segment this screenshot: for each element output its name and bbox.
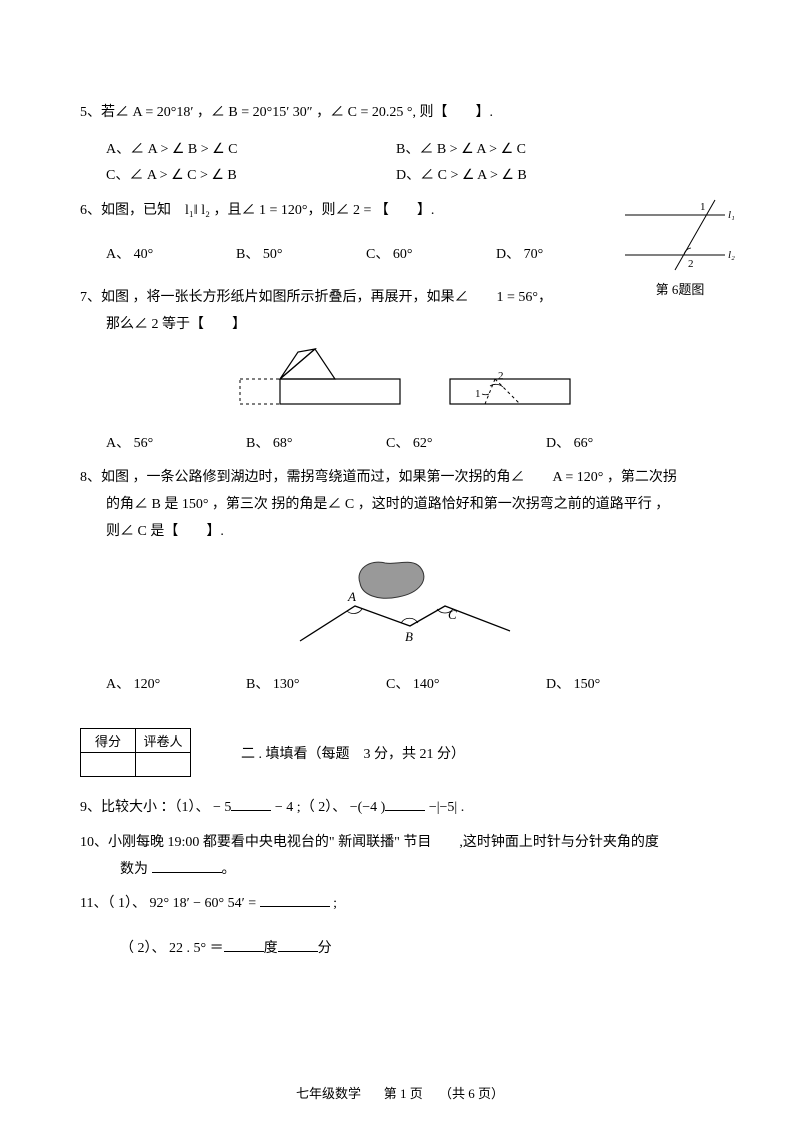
q10-text1: 小刚每晚 19:00 都要看中央电视台的" 新闻联播" 节目 ,这时钟面上时针与…	[108, 835, 659, 850]
q9-text2: − 4 ;（ 2）、 −(−4 )	[271, 800, 385, 815]
q6-option-b: B、 50°	[236, 242, 336, 269]
q8-option-c: C、 140°	[386, 672, 516, 699]
q11-text5: 分	[318, 941, 332, 956]
figure-q6: 1 2 l₁ l₂ 第 6题图	[620, 195, 740, 298]
q8-option-a: A、 120°	[106, 672, 216, 699]
q6-option-a: A、 40°	[106, 242, 206, 269]
q6-option-c: C、 60°	[366, 242, 466, 269]
section-2-header: 得分 评卷人 二 . 填填看（每题 3 分，共 21 分）	[80, 728, 720, 777]
exam-page: 5、若∠ A = 20°18′ ，∠ B = 20°15′ 30″ ，∠ C =…	[0, 0, 800, 1132]
q5-option-b: B、∠ B > ∠ A > ∠ C	[396, 137, 656, 164]
q8-stem1: 如图 ，一条公路修到湖边时，需拐弯绕道而过，如果第一次拐的角∠ A = 120°…	[101, 470, 677, 485]
q10-text2: 数为	[120, 862, 152, 877]
fig6-l2: l₂	[728, 249, 735, 261]
fig6-angle2: 2	[688, 258, 694, 270]
q9-text1: 比较大小 ：（1）、 − 5	[101, 800, 231, 815]
q11-number: 11、	[80, 896, 107, 911]
q8-number: 8、	[80, 470, 101, 485]
q11-blank2	[224, 938, 264, 952]
footer-total: （共 6 页）	[439, 1086, 504, 1101]
svg-text:B: B	[405, 629, 413, 644]
figure-q6-caption: 第 6题图	[620, 279, 740, 298]
grader-cell	[136, 753, 191, 777]
question-11: 11、（ 1）、 92° 18′ − 60° 54′ = ; （ 2）、 22 …	[80, 891, 720, 962]
q5-option-a: A、∠ A > ∠ B > ∠ C	[106, 137, 366, 164]
q8-option-d: D、 150°	[546, 672, 656, 699]
q6-stem: 如图，已知 l₁‖ l₂ ，且∠ 1 = 120°，则∠ 2 = 【 】.	[101, 203, 434, 218]
q6-option-d: D、 70°	[496, 242, 596, 269]
q7-option-a: A、 56°	[106, 431, 216, 458]
question-8: 8、如图 ，一条公路修到湖边时，需拐弯绕道而过，如果第一次拐的角∠ A = 12…	[80, 465, 720, 698]
q5-option-d: D、∠ C > ∠ A > ∠ B	[396, 163, 656, 190]
q6-number: 6、	[80, 203, 101, 218]
question-5: 5、若∠ A = 20°18′ ，∠ B = 20°15′ 30″ ，∠ C =…	[80, 100, 720, 190]
q10-number: 10、	[80, 835, 108, 850]
q8-option-b: B、 130°	[246, 672, 356, 699]
score-table: 得分 评卷人	[80, 728, 191, 777]
q9-blank2	[385, 797, 425, 811]
q11-text1: （ 1）、 92° 18′ − 60° 54′ =	[107, 896, 259, 911]
q10-text3: 。	[222, 862, 236, 877]
svg-text:C: C	[448, 607, 457, 622]
q7-stem2: 那么∠ 2 等于【 】	[106, 317, 246, 332]
svg-text:1: 1	[475, 388, 481, 400]
q7-number: 7、	[80, 290, 101, 305]
q11-text3: （ 2）、 22 . 5° ＝	[120, 941, 224, 956]
q5-number: 5、	[80, 105, 101, 120]
q5-option-c: C、∠ A > ∠ C > ∠ B	[106, 163, 366, 190]
q11-blank3	[278, 938, 318, 952]
page-footer: 七年级数学 第 1 页 （共 6 页）	[0, 1083, 800, 1102]
footer-page: 第 1 页	[384, 1086, 423, 1101]
footer-subject: 七年级数学	[296, 1086, 361, 1101]
figure-q8: A B C	[80, 551, 720, 662]
svg-text:2: 2	[498, 370, 504, 382]
q11-blank1	[260, 893, 330, 907]
q10-blank	[152, 859, 222, 873]
q9-text3: −|−5| .	[425, 800, 464, 815]
question-10: 10、小刚每晚 19:00 都要看中央电视台的" 新闻联播" 节目 ,这时钟面上…	[80, 830, 720, 883]
score-label: 得分	[81, 729, 136, 753]
score-cell	[81, 753, 136, 777]
section-2-title: 二 . 填填看（每题 3 分，共 21 分）	[241, 743, 465, 763]
question-7: 7、如图 ，将一张长方形纸片如图所示折叠后，再展开，如果∠ 1 = 56°， 那…	[80, 285, 720, 457]
fig6-l1: l₁	[728, 209, 735, 221]
q9-blank1	[231, 797, 271, 811]
svg-text:A: A	[347, 589, 356, 604]
q9-number: 9、	[80, 800, 101, 815]
q11-text4: 度	[264, 941, 278, 956]
q8-stem2: 的角∠ B 是 150° ，第三次 拐的角是∠ C ，这时的道路恰好和第一次拐弯…	[106, 492, 720, 519]
q7-stem1: 如图 ，将一张长方形纸片如图所示折叠后，再展开，如果∠ 1 = 56°，	[101, 290, 552, 305]
q5-stem: 若∠ A = 20°18′ ，∠ B = 20°15′ 30″ ，∠ C = 2…	[101, 105, 493, 120]
q11-text2: ;	[330, 896, 337, 911]
figure-q7: 2 1	[80, 344, 720, 425]
fig6-angle1: 1	[700, 201, 706, 213]
q7-option-c: C、 62°	[386, 431, 516, 458]
q7-option-b: B、 68°	[246, 431, 356, 458]
question-9: 9、比较大小 ：（1）、 − 5 − 4 ;（ 2）、 −(−4 ) −|−5|…	[80, 795, 720, 822]
q7-option-d: D、 66°	[546, 431, 656, 458]
grader-label: 评卷人	[136, 729, 191, 753]
q8-stem3: 则∠ C 是【 】.	[106, 519, 720, 546]
